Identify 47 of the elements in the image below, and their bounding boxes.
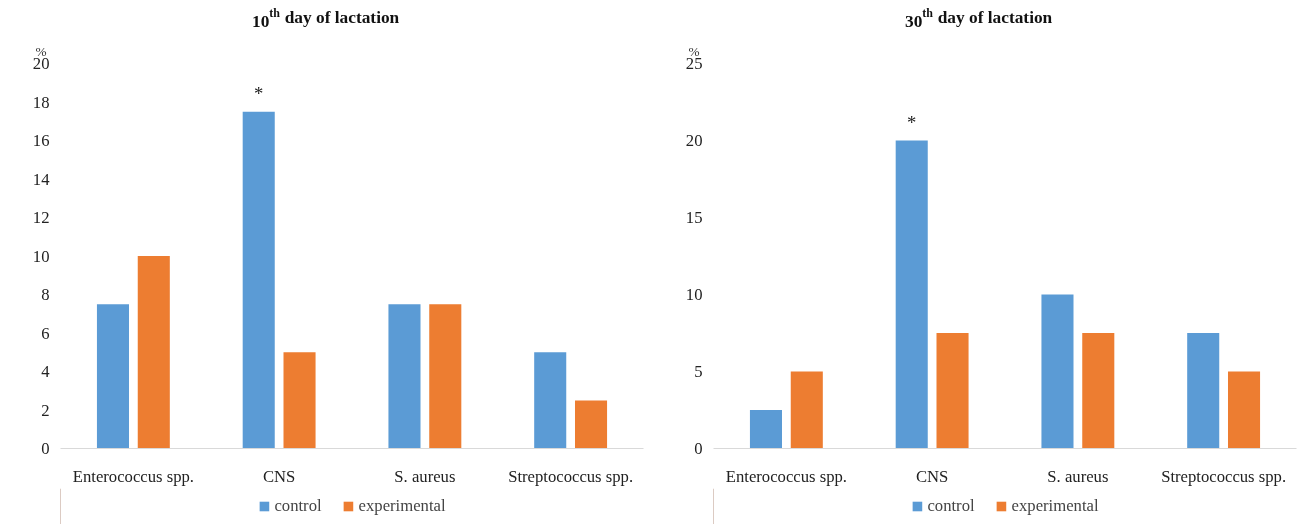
annotation: * <box>254 82 264 104</box>
x-tick-label: Streptococcus spp. <box>508 466 634 486</box>
y-tick-label: 20 <box>685 131 703 150</box>
bar <box>1187 333 1220 449</box>
bar <box>936 333 969 449</box>
y-tick-label: 12 <box>32 208 50 227</box>
y-tick-label: 8 <box>41 285 50 304</box>
bar <box>1228 371 1261 449</box>
y-tick-label: 10 <box>32 246 50 266</box>
annotation: * <box>907 111 917 133</box>
bar <box>137 256 170 449</box>
y-tick-label: 0 <box>694 439 703 458</box>
x-tick-label: CNS <box>915 466 949 486</box>
y-tick-label: 5 <box>694 362 703 381</box>
bar <box>749 410 782 449</box>
bar <box>388 304 421 449</box>
y-tick-label: 4 <box>41 362 51 381</box>
x-tick-label: Streptococcus spp. <box>1161 466 1287 486</box>
x-tick-label: Enterococcus spp. <box>72 466 194 486</box>
y-tick-label: 2 <box>41 400 50 420</box>
y-tick-label: 15 <box>685 208 703 227</box>
bar <box>242 111 275 449</box>
bar <box>96 304 129 449</box>
y-tick-label: 14 <box>32 169 51 189</box>
y-tick-label: 0 <box>41 439 50 458</box>
bar <box>575 400 608 449</box>
y-axis-title: % <box>688 43 700 59</box>
bar <box>429 304 462 449</box>
y-tick-label: 18 <box>32 92 50 112</box>
legend-label: experimental <box>1011 496 1099 516</box>
legend-label: control <box>274 496 322 516</box>
bar <box>790 371 823 449</box>
bar <box>895 140 928 449</box>
bar <box>534 352 567 449</box>
y-axis-title: % <box>35 43 47 59</box>
legend-label: experimental <box>358 496 446 516</box>
bar <box>1082 333 1115 449</box>
legend-label: control <box>927 496 975 516</box>
bar <box>283 352 316 449</box>
y-tick-label: 10 <box>685 285 703 304</box>
x-tick-label: Enterococcus spp. <box>725 466 847 486</box>
x-tick-label: S. aureus <box>394 466 456 486</box>
y-tick-label: 16 <box>32 131 50 150</box>
x-tick-label: S. aureus <box>1047 466 1109 486</box>
y-tick-label: 6 <box>41 323 50 343</box>
bar <box>1041 294 1074 449</box>
x-tick-label: CNS <box>262 466 296 486</box>
